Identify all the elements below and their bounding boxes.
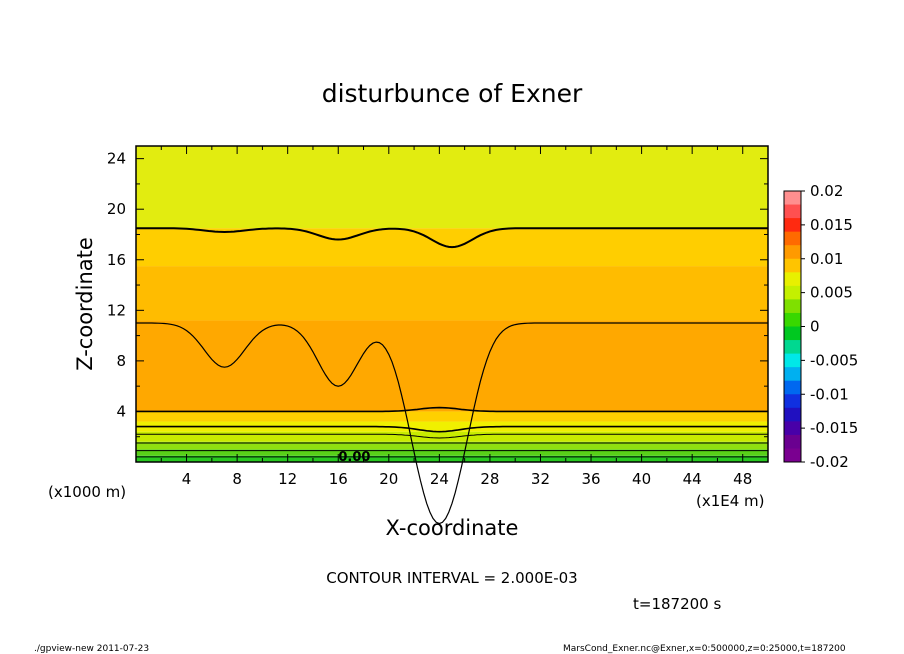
colorbar-segment-10 xyxy=(784,326,801,341)
field-band-5 xyxy=(136,411,768,422)
contour-interval-text: CONTOUR INTERVAL = 2.000E-03 xyxy=(326,569,577,587)
colorbar-label-1: 0.015 xyxy=(810,216,853,234)
colorbar-label-0: 0.02 xyxy=(810,182,843,200)
x-tick-label-4: 20 xyxy=(379,470,398,488)
x-tick-label-5: 24 xyxy=(430,470,449,488)
contour-line-1 xyxy=(136,322,768,525)
x-tick-label-1: 8 xyxy=(232,470,242,488)
colorbar-segment-8 xyxy=(784,299,801,314)
colorbar-segment-5 xyxy=(784,258,801,273)
colorbar-segment-15 xyxy=(784,394,801,409)
colorbar-segment-17 xyxy=(784,421,801,436)
field-band-4 xyxy=(136,421,768,432)
colorbar-label-2: 0.01 xyxy=(810,250,843,268)
y-tick-label-0: 4 xyxy=(116,402,126,420)
x-tick-label-11: 48 xyxy=(733,470,752,488)
y-axis-label: Z-coordinate xyxy=(73,237,97,371)
field-band-7 xyxy=(136,266,768,321)
y-axis-ticks: 4 8 12 16 20 24 xyxy=(107,150,768,438)
y-tick-label-5: 24 xyxy=(107,150,126,168)
field-band-2 xyxy=(136,441,768,450)
contour-line-0 xyxy=(136,227,768,249)
contour-lines xyxy=(136,227,768,525)
x-tick-label-0: 4 xyxy=(182,470,192,488)
x-unit-right: (x1E4 m) xyxy=(696,492,765,510)
plot-frame xyxy=(135,145,769,463)
colorbar-label-6: -0.01 xyxy=(810,385,849,403)
x-tick-label-2: 12 xyxy=(278,470,297,488)
x-tick-label-3: 16 xyxy=(329,470,348,488)
contour-line-3 xyxy=(136,425,768,433)
colorbar-segment-16 xyxy=(784,407,801,422)
colorbar-segment-2 xyxy=(784,218,801,233)
field-band-1 xyxy=(136,449,768,456)
y-tick-label-4: 20 xyxy=(107,200,126,218)
colorbar-label-5: -0.005 xyxy=(810,351,858,369)
plot-area xyxy=(136,146,768,462)
colorbar-segment-11 xyxy=(784,340,801,355)
colorbar: 0.02 0.015 0.01 0.005 0 -0.005 -0.01 -0.015 -0.0… xyxy=(783,182,858,471)
colorbar-segment-1 xyxy=(784,204,801,219)
contour-label: 0.00 xyxy=(338,450,370,465)
footer-left: ./gpview-new 2011-07-23 xyxy=(34,644,149,654)
colorbar-segment-9 xyxy=(784,312,801,327)
y-tick-label-1: 8 xyxy=(116,352,126,370)
x-tick-label-9: 40 xyxy=(632,470,651,488)
y-tick-label-2: 12 xyxy=(107,301,126,319)
x-unit-left: (x1000 m) xyxy=(48,483,126,501)
colorbar-segment-18 xyxy=(784,434,801,449)
field-band-6 xyxy=(136,320,768,412)
colorbar-segment-7 xyxy=(784,285,801,300)
colorbar-segment-4 xyxy=(784,245,801,260)
x-tick-label-10: 44 xyxy=(683,470,702,488)
colorbar-segment-12 xyxy=(784,353,801,368)
colorbar-label-8: -0.02 xyxy=(810,453,849,471)
colorbar-label-7: -0.015 xyxy=(810,419,858,437)
x-axis-ticks: 4 8 12 16 20 24 28 32 36 40 44 48 xyxy=(160,146,752,488)
colorbar-label-4: 0 xyxy=(810,318,820,336)
x-axis-label: X-coordinate xyxy=(386,516,519,540)
y-tick-label-3: 16 xyxy=(107,251,126,269)
colorbar-segment-6 xyxy=(784,272,801,287)
footer-right: MarsCond_Exner.nc@Exner,x=0:500000,z=0:2… xyxy=(563,644,846,654)
field-band-9 xyxy=(136,146,768,229)
colorbar-segment-14 xyxy=(784,380,801,395)
x-tick-label-7: 32 xyxy=(531,470,550,488)
field-band-0 xyxy=(136,455,768,462)
colorbar-segment-0 xyxy=(784,191,801,206)
x-tick-label-8: 36 xyxy=(581,470,600,488)
contour-line-4 xyxy=(136,433,768,439)
contour-line-2 xyxy=(136,406,768,413)
time-text: t=187200 s xyxy=(633,595,721,613)
field-band-3 xyxy=(136,431,768,442)
colorbar-segment-3 xyxy=(784,231,801,246)
colorbar-segment-19 xyxy=(784,448,801,463)
chart-title: disturbunce of Exner xyxy=(322,79,583,108)
colorbar-segment-13 xyxy=(784,367,801,382)
colorbar-label-3: 0.005 xyxy=(810,284,853,302)
x-tick-label-6: 28 xyxy=(480,470,499,488)
